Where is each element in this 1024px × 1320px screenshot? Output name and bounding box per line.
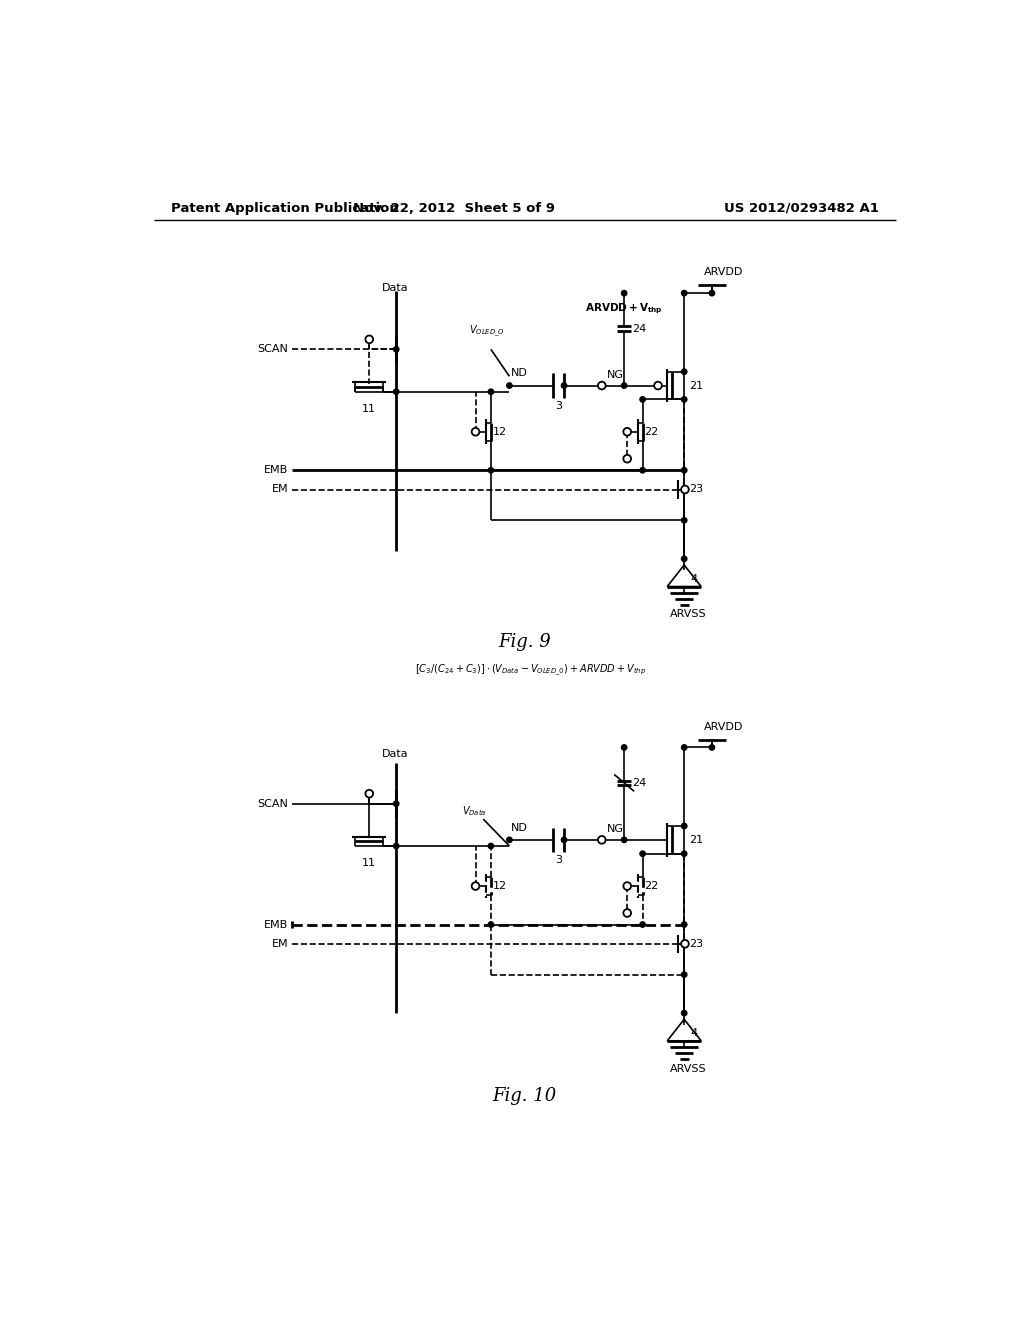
Circle shape [393, 843, 399, 849]
Text: ARVSS: ARVSS [671, 610, 707, 619]
Text: Data: Data [382, 748, 409, 759]
Text: SCAN: SCAN [257, 799, 289, 809]
Text: Data: Data [382, 282, 409, 293]
Circle shape [598, 836, 605, 843]
Text: 24: 24 [633, 323, 647, 334]
Circle shape [507, 837, 512, 842]
Text: $V_{OLED\_O}$: $V_{OLED\_O}$ [469, 323, 505, 339]
Circle shape [622, 290, 627, 296]
Text: NG: NG [606, 824, 624, 834]
Circle shape [622, 383, 627, 388]
Text: 24: 24 [633, 777, 647, 788]
Circle shape [682, 851, 687, 857]
Text: ARVDD: ARVDD [705, 268, 743, 277]
Circle shape [624, 428, 631, 436]
Text: 22: 22 [644, 426, 658, 437]
Circle shape [393, 801, 399, 807]
Circle shape [640, 851, 645, 857]
Text: 3: 3 [556, 855, 562, 865]
Circle shape [507, 383, 512, 388]
Circle shape [682, 921, 687, 927]
Circle shape [682, 556, 687, 561]
Text: 11: 11 [361, 404, 376, 413]
Circle shape [710, 744, 715, 750]
Text: 23: 23 [689, 939, 702, 949]
Text: Fig. 9: Fig. 9 [499, 634, 551, 651]
Text: 21: 21 [689, 834, 702, 845]
Circle shape [682, 972, 687, 977]
Text: 12: 12 [493, 426, 507, 437]
Text: Patent Application Publication: Patent Application Publication [171, 202, 398, 215]
Text: 11: 11 [361, 858, 376, 869]
Circle shape [640, 467, 645, 473]
Text: EM: EM [271, 939, 289, 949]
Text: EMB: EMB [264, 920, 289, 929]
Circle shape [472, 428, 479, 436]
Text: SCAN: SCAN [257, 345, 289, 354]
Text: US 2012/0293482 A1: US 2012/0293482 A1 [724, 202, 879, 215]
Circle shape [488, 921, 494, 927]
Circle shape [682, 1010, 687, 1016]
Circle shape [682, 290, 687, 296]
Text: ND: ND [511, 822, 527, 833]
Circle shape [682, 467, 687, 473]
Text: ND: ND [511, 368, 527, 379]
Text: $\mathbf{ARVDD+V_{thp}}$: $\mathbf{ARVDD+V_{thp}}$ [585, 301, 663, 315]
Circle shape [682, 397, 687, 403]
Circle shape [622, 837, 627, 842]
Circle shape [488, 843, 494, 849]
Circle shape [488, 389, 494, 395]
Text: EM: EM [271, 484, 289, 495]
Text: 22: 22 [644, 880, 658, 891]
Text: $[C_3/(C_{24}+C_3)]\cdot(V_{Data}-V_{OLED\_0})+ARVDD+V_{thp}$: $[C_3/(C_{24}+C_3)]\cdot(V_{Data}-V_{OLE… [416, 663, 646, 678]
Text: ARVSS: ARVSS [671, 1064, 707, 1073]
Circle shape [624, 882, 631, 890]
Text: ARVDD: ARVDD [705, 722, 743, 731]
Circle shape [640, 397, 645, 403]
Circle shape [654, 381, 662, 389]
Text: 21: 21 [689, 380, 702, 391]
Circle shape [561, 837, 566, 842]
Text: Fig. 10: Fig. 10 [493, 1088, 557, 1105]
Text: Nov. 22, 2012  Sheet 5 of 9: Nov. 22, 2012 Sheet 5 of 9 [353, 202, 555, 215]
Text: 4: 4 [690, 1028, 697, 1038]
Text: $V_{Data}$: $V_{Data}$ [462, 804, 486, 818]
Circle shape [681, 486, 689, 494]
Circle shape [681, 940, 689, 948]
Circle shape [393, 389, 399, 395]
Circle shape [561, 383, 566, 388]
Circle shape [622, 744, 627, 750]
Circle shape [640, 921, 645, 927]
Circle shape [682, 517, 687, 523]
Text: EMB: EMB [264, 465, 289, 475]
Circle shape [598, 381, 605, 389]
Circle shape [682, 824, 687, 829]
Circle shape [624, 455, 631, 462]
Text: 3: 3 [556, 400, 562, 411]
Circle shape [710, 290, 715, 296]
Circle shape [366, 335, 373, 343]
Text: NG: NG [606, 370, 624, 380]
Circle shape [682, 744, 687, 750]
Circle shape [472, 882, 479, 890]
Circle shape [366, 789, 373, 797]
Text: 4: 4 [690, 574, 697, 583]
Text: 12: 12 [493, 880, 507, 891]
Circle shape [682, 370, 687, 375]
Circle shape [393, 347, 399, 352]
Circle shape [624, 909, 631, 917]
Text: 23: 23 [689, 484, 702, 495]
Circle shape [488, 467, 494, 473]
